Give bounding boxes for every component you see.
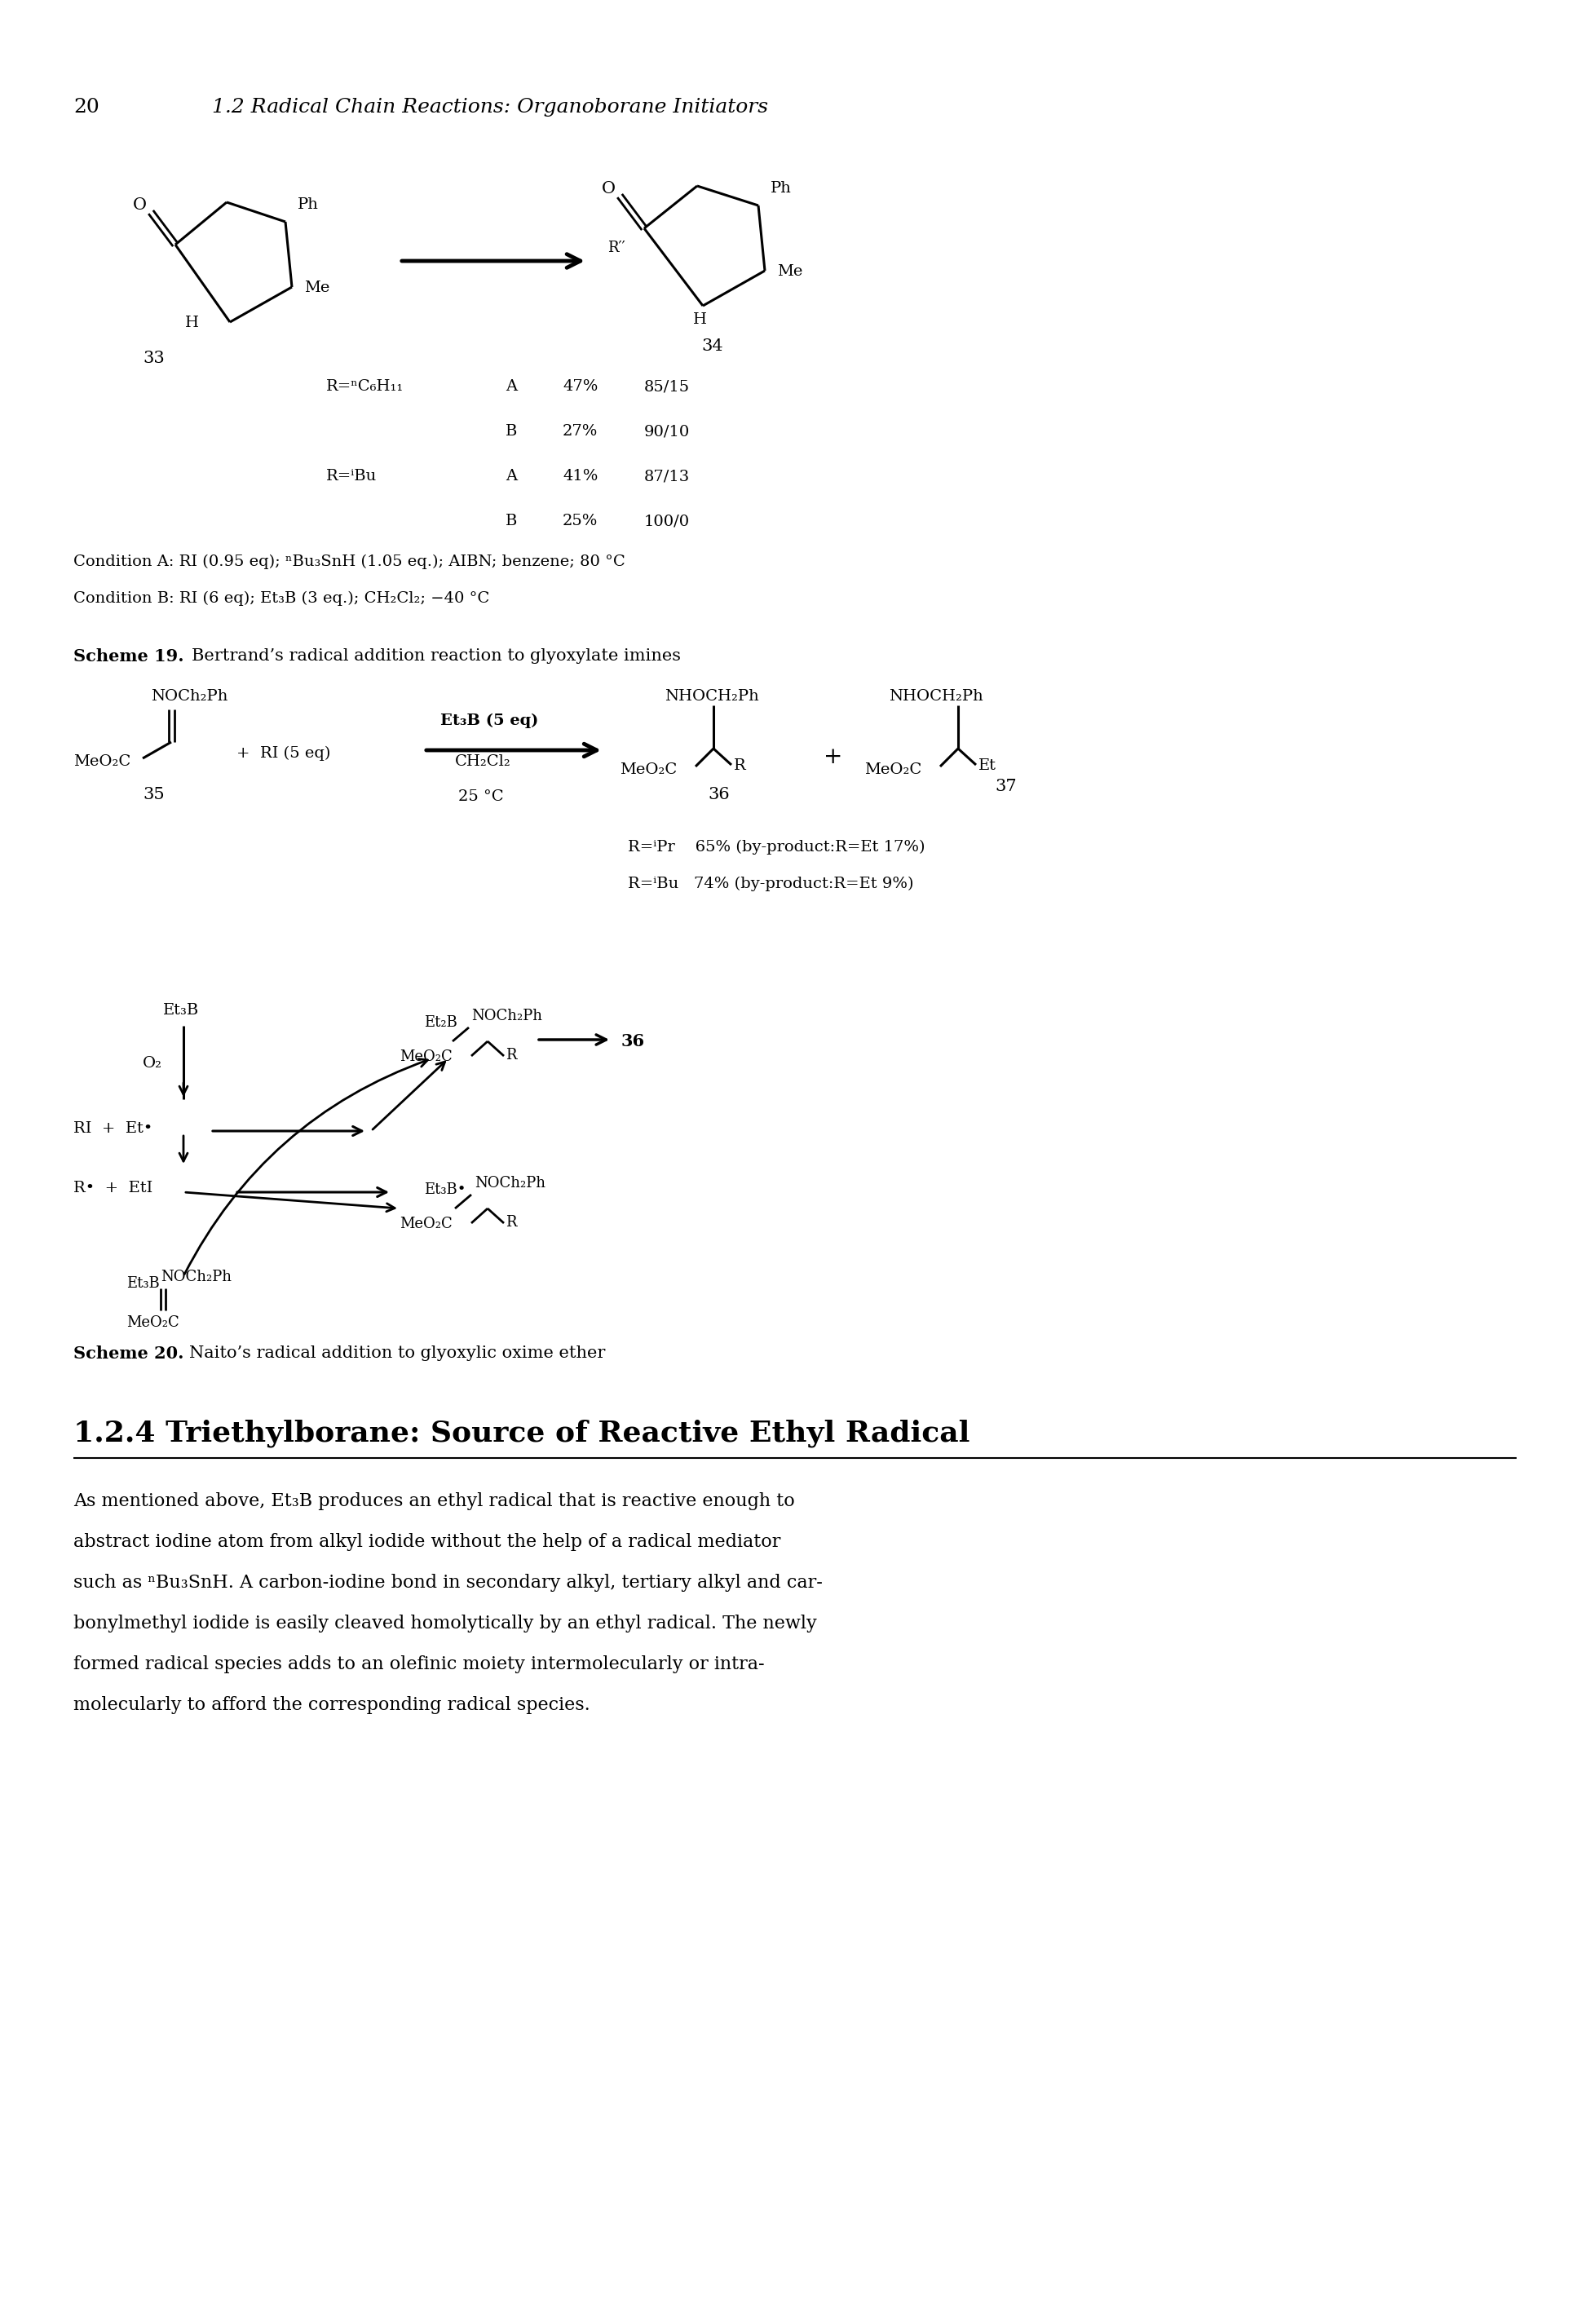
Text: 1.2 Radical Chain Reactions: Organoborane Initiators: 1.2 Radical Chain Reactions: Organoboran… [211,98,768,116]
Text: NHOCH₂Ph: NHOCH₂Ph [889,688,983,704]
Text: Me: Me [304,281,329,295]
Text: Bertrand’s radical addition reaction to glyoxylate imines: Bertrand’s radical addition reaction to … [192,648,681,665]
Text: 1.2.4 Triethylborane: Source of Reactive Ethyl Radical: 1.2.4 Triethylborane: Source of Reactive… [73,1420,970,1448]
Text: 35: 35 [143,788,164,802]
Text: R=ⁿC₆H₁₁: R=ⁿC₆H₁₁ [326,379,404,393]
Text: O: O [601,181,615,198]
Text: Ph: Ph [297,198,318,211]
Text: 90/10: 90/10 [644,423,690,439]
Text: R=ⁱBu: R=ⁱBu [326,469,377,483]
Text: Et₃B: Et₃B [164,1004,199,1018]
Text: 36: 36 [708,788,730,802]
Text: MeO₂C: MeO₂C [865,762,922,776]
Text: 100/0: 100/0 [644,514,690,528]
Text: NOCh₂Ph: NOCh₂Ph [161,1269,232,1285]
Text: 34: 34 [701,339,723,353]
Text: such as ⁿBu₃SnH. A carbon-iodine bond in secondary alkyl, tertiary alkyl and car: such as ⁿBu₃SnH. A carbon-iodine bond in… [73,1573,822,1592]
Text: RI  +  Et•: RI + Et• [73,1120,153,1136]
Text: 85/15: 85/15 [644,379,690,393]
Text: R•  +  EtI: R• + EtI [73,1181,153,1195]
Text: R: R [735,758,746,774]
Text: MeO₂C: MeO₂C [399,1218,452,1232]
Text: Ph: Ph [771,181,792,195]
Text: As mentioned above, Et₃B produces an ethyl radical that is reactive enough to: As mentioned above, Et₃B produces an eth… [73,1492,795,1511]
Text: 33: 33 [143,351,164,367]
Text: +: + [824,746,843,769]
Text: NOCh₂Ph: NOCh₂Ph [474,1176,545,1190]
Text: 87/13: 87/13 [644,469,690,483]
Text: Naito’s radical addition to glyoxylic oxime ether: Naito’s radical addition to glyoxylic ox… [189,1346,606,1362]
Text: Scheme 20.: Scheme 20. [73,1346,184,1362]
Text: 41%: 41% [563,469,598,483]
Text: B: B [506,423,517,439]
Text: MeO₂C: MeO₂C [73,755,130,769]
Text: R′′: R′′ [607,242,625,256]
Text: MeO₂C: MeO₂C [126,1315,180,1329]
Text: 25%: 25% [563,514,598,528]
Text: R=ⁱBu   74% (by-product:R=Et 9%): R=ⁱBu 74% (by-product:R=Et 9%) [628,876,914,892]
Text: 27%: 27% [563,423,598,439]
Text: H: H [693,311,708,328]
Text: 37: 37 [995,779,1016,795]
Text: Scheme 19.: Scheme 19. [73,648,184,665]
Text: NHOCH₂Ph: NHOCH₂Ph [665,688,758,704]
Text: A: A [506,469,517,483]
Text: 47%: 47% [563,379,598,393]
Text: O: O [134,198,146,214]
Text: molecularly to afford the corresponding radical species.: molecularly to afford the corresponding … [73,1697,590,1715]
Text: Et₃B•: Et₃B• [425,1183,466,1197]
Text: H: H [184,316,199,330]
Text: Condition B: RI (6 eq); Et₃B (3 eq.); CH₂Cl₂; −40 °C: Condition B: RI (6 eq); Et₃B (3 eq.); CH… [73,590,490,607]
Text: B: B [506,514,517,528]
Text: MeO₂C: MeO₂C [399,1050,452,1064]
Text: MeO₂C: MeO₂C [620,762,677,776]
Text: NOCh₂Ph: NOCh₂Ph [471,1009,542,1023]
Text: R: R [506,1215,517,1229]
Text: NOCh₂Ph: NOCh₂Ph [151,688,227,704]
Text: 25 °C: 25 °C [458,790,504,804]
Text: R=ⁱPr    65% (by-product:R=Et 17%): R=ⁱPr 65% (by-product:R=Et 17%) [628,839,925,855]
Text: R: R [506,1048,517,1062]
Text: +  RI (5 eq): + RI (5 eq) [237,746,331,760]
Text: Et: Et [978,758,997,774]
Text: A: A [506,379,517,393]
Text: formed radical species adds to an olefinic moiety intermolecularly or intra-: formed radical species adds to an olefin… [73,1655,765,1673]
Text: O₂: O₂ [143,1055,162,1071]
Text: bonylmethyl iodide is easily cleaved homolytically by an ethyl radical. The newl: bonylmethyl iodide is easily cleaved hom… [73,1615,817,1631]
Text: Et₃B: Et₃B [126,1276,159,1290]
Text: Et₃B (5 eq): Et₃B (5 eq) [440,713,539,727]
Text: Et₂B: Et₂B [425,1016,458,1030]
Text: 36: 36 [622,1034,646,1050]
Text: abstract iodine atom from alkyl iodide without the help of a radical mediator: abstract iodine atom from alkyl iodide w… [73,1534,781,1550]
Text: Me: Me [778,265,803,279]
Text: Condition A: RI (0.95 eq); ⁿBu₃SnH (1.05 eq.); AIBN; benzene; 80 °C: Condition A: RI (0.95 eq); ⁿBu₃SnH (1.05… [73,555,625,569]
Text: CH₂Cl₂: CH₂Cl₂ [455,755,510,769]
Text: 20: 20 [73,98,99,116]
